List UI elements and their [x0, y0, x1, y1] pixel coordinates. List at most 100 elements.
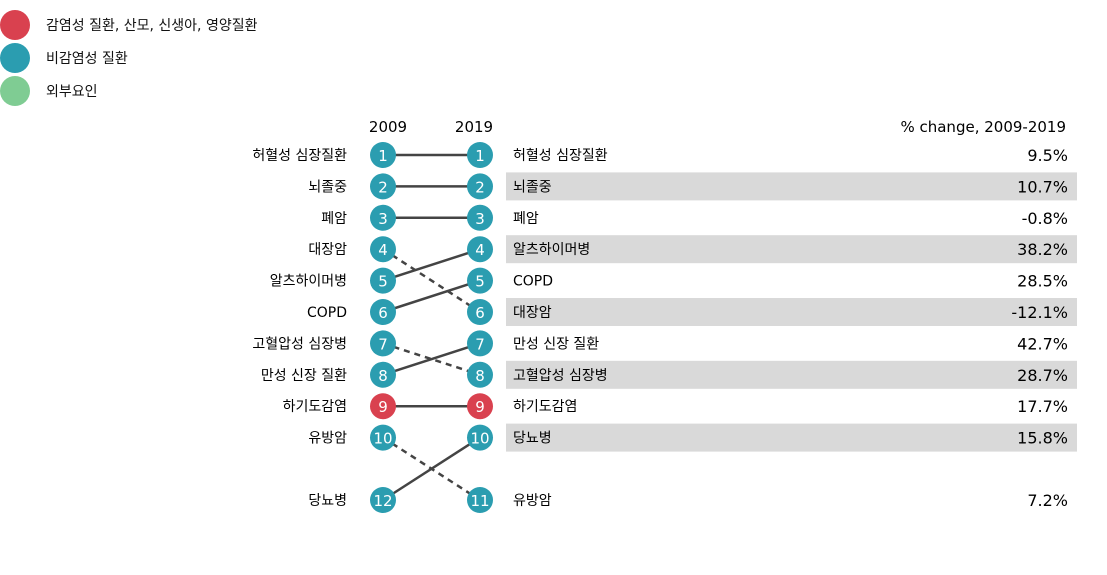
legend-swatch-infectious	[0, 10, 30, 40]
label-2019-11: 유방암	[513, 493, 552, 509]
node-2009-9	[370, 393, 396, 420]
change-value-9: 17.7%	[1017, 397, 1068, 416]
legend-item-noncommunicable: 비감염성 질환	[0, 43, 128, 73]
shade-row-4	[506, 235, 1077, 264]
node-2019-7	[467, 330, 493, 357]
label-2009-1: 허혈성 심장질환	[252, 148, 347, 164]
node-2009-rank-4: 4	[378, 241, 388, 259]
node-2019-5	[467, 267, 493, 294]
legend-item-external: 외부요인	[0, 76, 98, 106]
change-value-1: 9.5%	[1027, 146, 1068, 165]
node-2009-rank-7: 7	[378, 335, 388, 353]
label-2019-10: 당뇨병	[513, 431, 552, 447]
label-2009-6: COPD	[307, 305, 347, 321]
connector-line-11	[382, 436, 481, 502]
label-2019-7: 만성 신장 질환	[513, 336, 599, 352]
label-2019-1: 허혈성 심장질환	[513, 148, 608, 164]
connector-line-8	[382, 342, 481, 376]
node-2009-1	[370, 142, 396, 168]
label-2019-6: 대장암	[513, 305, 552, 321]
node-2009-rank-6: 6	[378, 304, 388, 322]
label-2019-2: 뇌졸중	[513, 179, 552, 195]
node-2019-rank-2: 2	[475, 178, 485, 196]
change-value-3: -0.8%	[1022, 209, 1068, 228]
node-2009-rank-1: 1	[378, 147, 388, 165]
node-2019-9	[467, 393, 493, 420]
legend-swatch-external	[0, 76, 30, 106]
label-2019-9: 하기도감염	[513, 399, 577, 415]
shade-row-8	[506, 360, 1077, 389]
node-2019-4	[467, 236, 493, 263]
node-2009-rank-5: 5	[378, 273, 388, 291]
connector-line-7	[382, 342, 481, 376]
node-2019-rank-8: 8	[475, 367, 485, 385]
node-2019-rank-7: 7	[475, 335, 485, 353]
change-value-7: 42.7%	[1017, 334, 1068, 353]
label-2009-11: 당뇨병	[308, 493, 347, 509]
node-2019-rank-1: 1	[475, 147, 485, 165]
node-2019-rank-3: 3	[475, 210, 485, 228]
node-2009-rank-9: 9	[378, 398, 388, 416]
node-2019-rank-4: 4	[475, 241, 485, 259]
label-2009-5: 알츠하이머병	[270, 274, 347, 290]
connector-line-4	[382, 248, 481, 314]
change-value-6: -12.1%	[1011, 303, 1068, 322]
node-2019-3	[467, 204, 493, 231]
node-2019-6	[467, 299, 493, 325]
label-2019-8: 고혈압성 심장병	[513, 368, 608, 384]
node-2019-11	[467, 487, 493, 513]
node-2009-rank-2: 2	[378, 178, 388, 196]
shade-row-2	[506, 172, 1077, 201]
node-2019-rank-5: 5	[475, 273, 485, 291]
node-2009-rank-8: 8	[378, 367, 388, 385]
label-2009-3: 폐암	[321, 211, 347, 227]
node-2019-1	[467, 142, 493, 168]
change-value-2: 10.7%	[1017, 177, 1068, 196]
label-2009-4: 대장암	[308, 242, 347, 258]
year-label-2009: 2009	[369, 118, 407, 136]
node-2009-7	[370, 330, 396, 357]
label-2009-9: 하기도감염	[283, 399, 347, 415]
node-2009-3	[370, 204, 396, 231]
node-2009-8	[370, 361, 396, 388]
change-value-11: 7.2%	[1027, 491, 1068, 510]
label-2019-4: 알츠하이머병	[513, 242, 590, 258]
node-2009-rank-10: 10	[373, 430, 392, 448]
node-2009-rank-12: 12	[373, 492, 392, 510]
node-2009-5	[370, 267, 396, 294]
legend-label-infectious: 감염성 질환, 산모, 신생아, 영양질환	[46, 18, 258, 34]
node-2019-10	[467, 424, 493, 451]
legend-swatch-noncommunicable	[0, 43, 30, 73]
connector-line-6	[382, 279, 481, 314]
change-value-5: 28.5%	[1017, 272, 1068, 291]
node-2009-2	[370, 173, 396, 200]
node-2009-4	[370, 236, 396, 263]
node-2009-12	[370, 487, 396, 513]
shade-row-10	[506, 423, 1077, 452]
node-2009-rank-3: 3	[378, 210, 388, 228]
node-2019-rank-9: 9	[475, 398, 485, 416]
shade-row-6	[506, 298, 1077, 326]
label-2009-10: 유방암	[308, 431, 347, 447]
label-2009-8: 만성 신장 질환	[261, 368, 347, 384]
node-2009-6	[370, 299, 396, 325]
node-2009-10	[370, 424, 396, 451]
node-2019-8	[467, 361, 493, 388]
year-label-2019: 2019	[455, 118, 493, 136]
label-2019-3: 폐암	[513, 211, 539, 227]
label-2009-7: 고혈압성 심장병	[252, 336, 347, 352]
label-2019-5: COPD	[513, 274, 553, 290]
change-value-4: 38.2%	[1017, 240, 1068, 259]
connector-line-5	[382, 248, 481, 282]
node-2019-rank-6: 6	[475, 304, 485, 322]
node-2019-2	[467, 173, 493, 200]
node-2019-rank-10: 10	[470, 430, 489, 448]
legend-label-noncommunicable: 비감염성 질환	[46, 51, 128, 67]
label-2009-2: 뇌졸중	[308, 179, 347, 195]
legend-item-infectious: 감염성 질환, 산모, 신생아, 영양질환	[0, 10, 257, 40]
change-value-8: 28.7%	[1017, 366, 1068, 385]
change-value-10: 15.8%	[1017, 429, 1068, 448]
node-2019-rank-11: 11	[470, 492, 489, 510]
change-header: % change, 2009-2019	[900, 118, 1066, 136]
